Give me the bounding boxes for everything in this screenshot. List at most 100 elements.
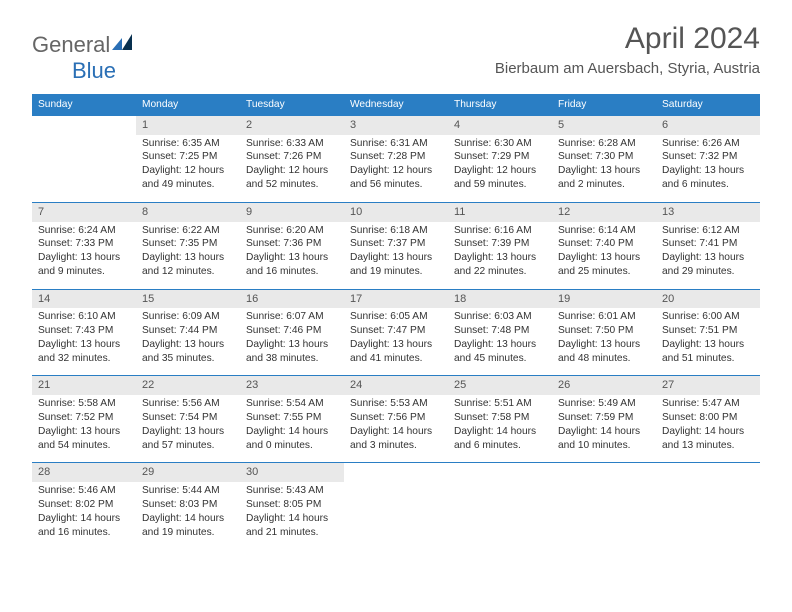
day-detail: Sunrise: 6:35 AMSunset: 7:25 PMDaylight:… (136, 135, 240, 194)
weeks-container: 123456Sunrise: 6:35 AMSunset: 7:25 PMDay… (32, 116, 760, 550)
day-number: 8 (136, 203, 240, 222)
daylight-text: Daylight: 13 hours (350, 338, 442, 352)
day-detail: Sunrise: 6:24 AMSunset: 7:33 PMDaylight:… (32, 222, 136, 281)
sunset-text: Sunset: 7:28 PM (350, 150, 442, 164)
daylight-text: Daylight: 13 hours (142, 338, 234, 352)
day-number: 15 (136, 290, 240, 309)
sunrise-text: Sunrise: 6:14 AM (558, 224, 650, 238)
daynum-row: 123456 (32, 116, 760, 135)
day-detail: Sunrise: 6:07 AMSunset: 7:46 PMDaylight:… (240, 308, 344, 367)
daylight-text2: and 41 minutes. (350, 352, 442, 366)
sunset-text: Sunset: 7:58 PM (454, 411, 546, 425)
day-number: 30 (240, 463, 344, 482)
day-detail: Sunrise: 6:22 AMSunset: 7:35 PMDaylight:… (136, 222, 240, 281)
day-detail: Sunrise: 6:26 AMSunset: 7:32 PMDaylight:… (656, 135, 760, 194)
week: 78910111213Sunrise: 6:24 AMSunset: 7:33 … (32, 202, 760, 289)
sunset-text: Sunset: 7:41 PM (662, 237, 754, 251)
sunrise-text: Sunrise: 6:00 AM (662, 310, 754, 324)
sunset-text: Sunset: 8:03 PM (142, 498, 234, 512)
day-detail: Sunrise: 6:28 AMSunset: 7:30 PMDaylight:… (552, 135, 656, 194)
dayhead: Monday (136, 94, 240, 116)
day-number: 18 (448, 290, 552, 309)
day-number (32, 116, 136, 135)
sunset-text: Sunset: 7:29 PM (454, 150, 546, 164)
day-number: 22 (136, 376, 240, 395)
week: 21222324252627 Sunrise: 5:58 AM Sunset: 7:… (32, 375, 760, 462)
day-number: 17 (344, 290, 448, 309)
daylight-text2: and 48 minutes. (558, 352, 650, 366)
day-detail: Sunrise: 5:47 AMSunset: 8:00 PMDaylight:… (656, 395, 760, 454)
dayhead: Saturday (656, 94, 760, 116)
sunrise-text: Sunrise: 6:20 AM (246, 224, 338, 238)
sunset-text: Sunset: 7:37 PM (350, 237, 442, 251)
dayhead: Thursday (448, 94, 552, 116)
day-number: 11 (448, 203, 552, 222)
day-number: 23 (240, 376, 344, 395)
sunrise-text: Sunrise: 6:18 AM (350, 224, 442, 238)
daylight-text2: and 16 minutes. (38, 526, 130, 540)
detail-row: Sunrise: 6:35 AMSunset: 7:25 PMDaylight:… (32, 135, 760, 202)
daylight-text: Daylight: 12 hours (350, 164, 442, 178)
sunset-text: Sunset: 7:39 PM (454, 237, 546, 251)
day-detail: Sunrise: 5:43 AMSunset: 8:05 PMDaylight:… (240, 482, 344, 541)
day-detail: Sunrise: 6:00 AMSunset: 7:51 PMDaylight:… (656, 308, 760, 367)
daylight-text2: and 59 minutes. (454, 178, 546, 192)
daylight-text: Daylight: 13 hours (662, 164, 754, 178)
day-detail: Sunrise: 5:56 AMSunset: 7:54 PMDaylight:… (136, 395, 240, 454)
day-number (552, 463, 656, 482)
day-detail (32, 135, 136, 194)
sunset-text: Sunset: 7:46 PM (246, 324, 338, 338)
sunrise-text: Sunrise: 6:16 AM (454, 224, 546, 238)
day-detail: Sunrise: 5:51 AMSunset: 7:58 PMDaylight:… (448, 395, 552, 454)
day-detail: Sunrise: 6:03 AMSunset: 7:48 PMDaylight:… (448, 308, 552, 367)
daylight-text: Daylight: 14 hours (142, 512, 234, 526)
daylight-text2: and 0 minutes. (246, 439, 338, 453)
daylight-text2: and 13 minutes. (662, 439, 754, 453)
sunrise-text: Sunrise: 5:53 AM (350, 397, 442, 411)
day-number: 9 (240, 203, 344, 222)
day-detail: Sunrise: 5:53 AMSunset: 7:56 PMDaylight:… (344, 395, 448, 454)
daylight-text: Daylight: 13 hours (38, 425, 130, 439)
daylight-text2: and 32 minutes. (38, 352, 130, 366)
sunset-text: Sunset: 7:55 PM (246, 411, 338, 425)
sunrise-text: Sunrise: 6:07 AM (246, 310, 338, 324)
daylight-text: Daylight: 13 hours (350, 251, 442, 265)
day-detail (344, 482, 448, 541)
daylight-text2: and 57 minutes. (142, 439, 234, 453)
day-number: 14 (32, 290, 136, 309)
daylight-text2: and 19 minutes. (350, 265, 442, 279)
daylight-text2: and 38 minutes. (246, 352, 338, 366)
day-number (344, 463, 448, 482)
sunrise-text: Sunrise: 5:58 AM (38, 397, 130, 411)
day-number (448, 463, 552, 482)
month-title: April 2024 (495, 22, 760, 56)
day-detail: Sunrise: 5:46 AMSunset: 8:02 PMDaylight:… (32, 482, 136, 541)
sunset-text: Sunset: 7:44 PM (142, 324, 234, 338)
daylight-text: Daylight: 14 hours (350, 425, 442, 439)
daylight-text2: and 35 minutes. (142, 352, 234, 366)
sunrise-text: Sunrise: 6:03 AM (454, 310, 546, 324)
daylight-text: Daylight: 13 hours (662, 338, 754, 352)
day-detail: Sunrise: 6:16 AMSunset: 7:39 PMDaylight:… (448, 222, 552, 281)
day-detail: Sunrise: 6:01 AMSunset: 7:50 PMDaylight:… (552, 308, 656, 367)
sunset-text: Sunset: 7:56 PM (350, 411, 442, 425)
day-detail (552, 482, 656, 541)
daylight-text2: and 29 minutes. (662, 265, 754, 279)
sunset-text: Sunset: 7:47 PM (350, 324, 442, 338)
daynum-row: 21222324252627 (32, 375, 760, 395)
day-detail: Sunrise: 6:20 AMSunset: 7:36 PMDaylight:… (240, 222, 344, 281)
dayhead: Tuesday (240, 94, 344, 116)
location-label: Bierbaum am Auersbach, Styria, Austria (495, 60, 760, 77)
sunset-text: Sunset: 7:48 PM (454, 324, 546, 338)
sunset-text: Sunset: 8:05 PM (246, 498, 338, 512)
daylight-text: Daylight: 13 hours (558, 164, 650, 178)
day-number: 25 (448, 376, 552, 395)
daylight-text: Daylight: 13 hours (246, 338, 338, 352)
day-number: 2 (240, 116, 344, 135)
sunrise-text: Sunrise: 6:22 AM (142, 224, 234, 238)
day-detail: Sunrise: 6:33 AMSunset: 7:26 PMDaylight:… (240, 135, 344, 194)
sunset-text: Sunset: 7:36 PM (246, 237, 338, 251)
daynum-row: 78910111213 (32, 202, 760, 222)
sunset-text: Sunset: 8:02 PM (38, 498, 130, 512)
day-number: 26 (552, 376, 656, 395)
